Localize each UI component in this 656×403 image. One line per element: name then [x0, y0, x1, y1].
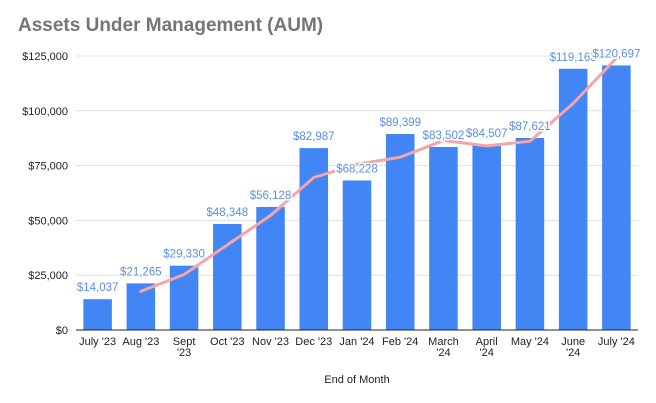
bar — [256, 207, 285, 330]
data-label: $68,228 — [336, 163, 378, 175]
bar — [213, 224, 242, 330]
data-label: $82,987 — [293, 131, 335, 143]
data-label: $120,697 — [592, 48, 640, 60]
y-tick-label: $0 — [56, 325, 68, 337]
bar — [83, 299, 112, 330]
x-tick-label: Sept '23 — [173, 336, 196, 359]
x-tick-label: Feb '24 — [382, 336, 418, 348]
bar — [559, 69, 588, 330]
y-tick-label: $25,000 — [28, 270, 68, 282]
data-label: $87,621 — [509, 121, 551, 133]
y-tick-label: $75,000 — [28, 161, 68, 173]
x-tick-label: July '23 — [79, 336, 116, 348]
data-label: $84,507 — [466, 128, 508, 140]
bar — [429, 147, 458, 330]
x-tick-label: Oct '23 — [210, 336, 245, 348]
x-tick-label: Dec '23 — [295, 336, 332, 348]
y-tick-label: $50,000 — [28, 215, 68, 227]
data-label: $14,037 — [77, 282, 119, 294]
data-label: $89,399 — [379, 117, 421, 129]
data-label: $83,502 — [423, 130, 465, 142]
y-tick-label: $125,000 — [22, 51, 68, 63]
x-tick-label: April '24 — [476, 336, 498, 359]
data-label: $119,163 — [550, 52, 597, 64]
trendline — [141, 58, 617, 291]
bar — [343, 180, 372, 330]
bars — [83, 65, 630, 330]
x-tick-label: July '24 — [598, 336, 635, 348]
trendline-layer — [141, 58, 617, 291]
data-label: $29,330 — [163, 249, 205, 261]
x-tick-label: June '24 — [561, 336, 585, 359]
data-label: $21,265 — [120, 266, 162, 278]
x-tick-label: Jan '24 — [339, 336, 374, 348]
data-label: $56,128 — [250, 190, 292, 202]
y-axis-ticks: $0 $25,000 $50,000 $75,000 $100,000 $125,000 — [22, 51, 68, 337]
bar — [602, 65, 631, 330]
y-tick-label: $100,000 — [22, 106, 68, 118]
bar — [386, 134, 415, 330]
x-tick-label: Nov '23 — [252, 336, 289, 348]
data-label: $48,348 — [207, 207, 249, 219]
x-axis-title: End of Month — [324, 374, 389, 386]
x-tick-label: May '24 — [511, 336, 549, 348]
x-tick-label: March '24 — [428, 336, 459, 359]
x-tick-label: Aug '23 — [122, 336, 159, 348]
bar — [516, 138, 545, 330]
bar — [472, 145, 501, 330]
x-axis-ticks: July '23 Aug '23 Sept '23 Oct '23 Nov '23 Dec … — [79, 336, 635, 359]
